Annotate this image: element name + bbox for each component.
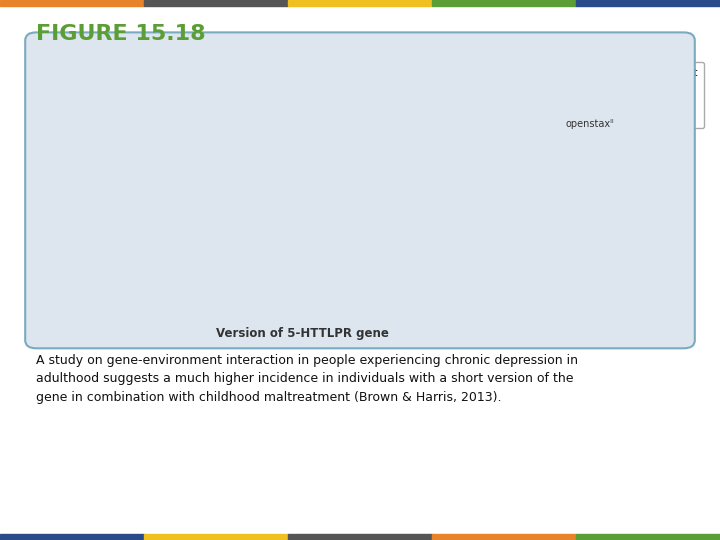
Text: openstaxᴵᴵ: openstaxᴵᴵ <box>565 119 614 129</box>
Bar <box>441 89 486 316</box>
Bar <box>163 248 208 316</box>
Text: Version of 5-HTTLPR gene: Version of 5-HTTLPR gene <box>216 327 389 340</box>
Text: A study on gene-environment interaction in people experiencing chronic depressio: A study on gene-environment interaction … <box>36 354 578 404</box>
Bar <box>258 254 302 316</box>
Bar <box>119 238 163 316</box>
Bar <box>302 144 347 316</box>
Bar <box>397 251 441 316</box>
Legend: No childhood maltreatment
prior to age 9, Childhood maltreatment
prior to age 9: No childhood maltreatment prior to age 9… <box>529 62 704 128</box>
Text: FIGURE 15.18: FIGURE 15.18 <box>36 24 206 44</box>
Y-axis label: Percent of chronic
depression in adulthood: Percent of chronic depression in adultho… <box>54 123 77 249</box>
